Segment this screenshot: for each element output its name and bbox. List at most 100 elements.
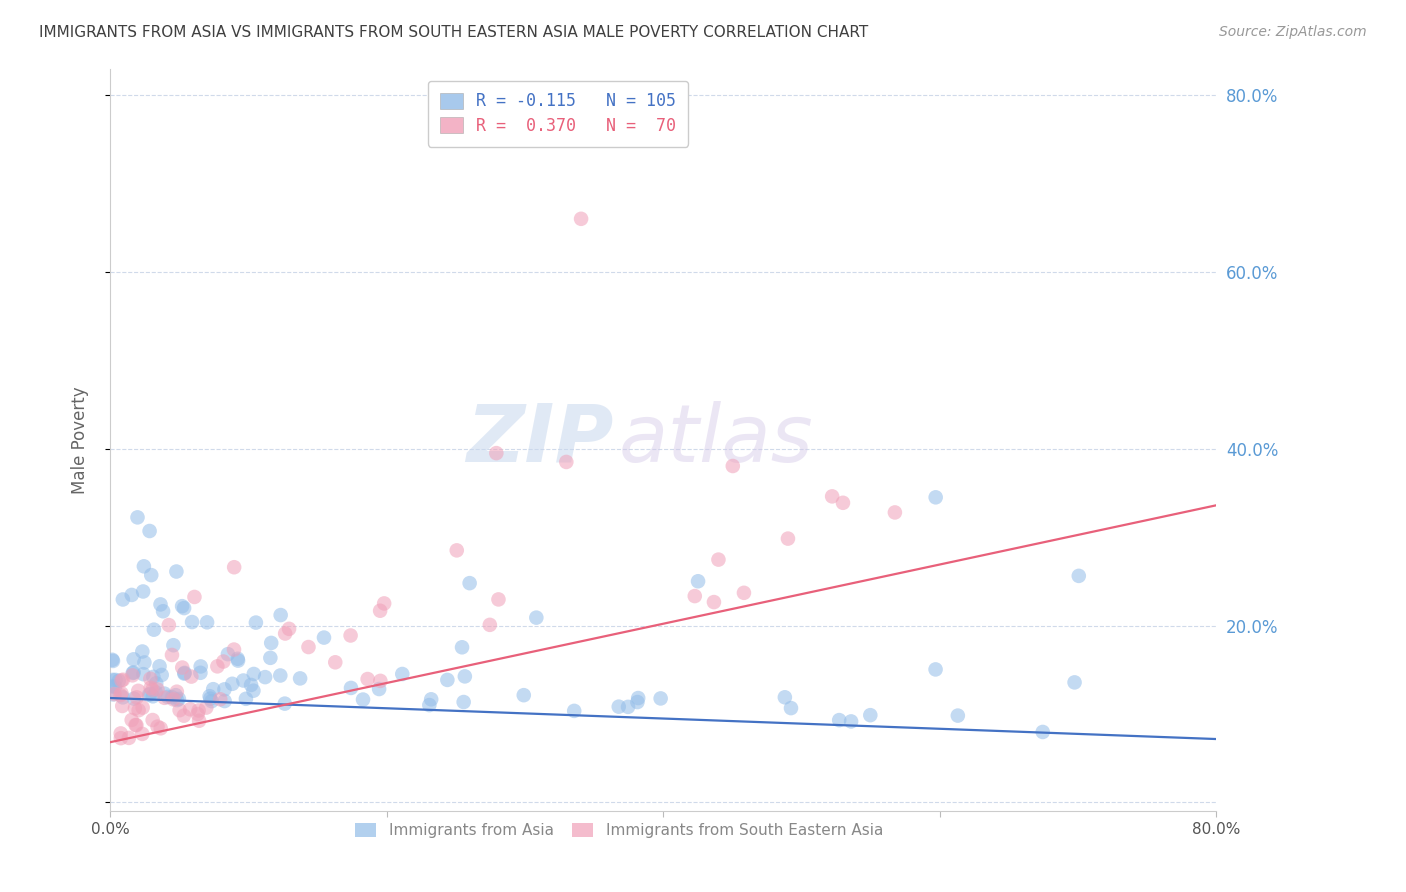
Point: [124, 701, 146, 715]
Text: Source: ZipAtlas.com: Source: ZipAtlas.com: [1219, 25, 1367, 39]
Point: [562, 704, 585, 718]
Point: [420, 692, 443, 706]
Point: [436, 673, 458, 687]
Point: [200, 691, 222, 706]
Point: [488, 592, 510, 607]
Point: [451, 640, 474, 655]
Point: [122, 652, 145, 666]
Point: [339, 628, 361, 642]
Point: [148, 659, 170, 673]
Point: [207, 659, 229, 673]
Point: [132, 559, 155, 574]
Point: [733, 586, 755, 600]
Point: [125, 718, 148, 732]
Point: [240, 678, 263, 692]
Point: [242, 683, 264, 698]
Point: [214, 694, 236, 708]
Point: [454, 669, 477, 683]
Point: [232, 673, 254, 688]
Point: [128, 703, 150, 717]
Point: [104, 680, 127, 694]
Point: [173, 601, 195, 615]
Point: [187, 706, 209, 721]
Point: [142, 690, 165, 704]
Point: [214, 682, 236, 697]
Point: [828, 713, 851, 727]
Point: [222, 642, 245, 657]
Point: [145, 676, 167, 690]
Point: [373, 596, 395, 610]
Point: [121, 665, 143, 680]
Point: [274, 697, 297, 711]
Point: [181, 615, 204, 629]
Point: [226, 654, 249, 668]
Legend: Immigrants from Asia, Immigrants from South Eastern Asia: Immigrants from Asia, Immigrants from So…: [349, 817, 889, 845]
Point: [340, 681, 363, 695]
Point: [683, 589, 706, 603]
Point: [773, 690, 796, 705]
Point: [110, 731, 132, 745]
Point: [202, 682, 225, 697]
Text: atlas: atlas: [619, 401, 814, 479]
Point: [243, 667, 266, 681]
Point: [145, 685, 167, 699]
Point: [139, 672, 162, 686]
Point: [946, 708, 969, 723]
Point: [110, 688, 132, 702]
Point: [1067, 569, 1090, 583]
Point: [103, 687, 125, 701]
Point: [617, 699, 640, 714]
Point: [524, 610, 547, 624]
Point: [101, 673, 124, 687]
Point: [139, 687, 162, 701]
Point: [146, 720, 169, 734]
Point: [721, 458, 744, 473]
Point: [165, 688, 187, 702]
Point: [190, 659, 212, 673]
Point: [162, 638, 184, 652]
Point: [187, 703, 209, 717]
Point: [1032, 725, 1054, 739]
Point: [776, 532, 799, 546]
Point: [166, 684, 188, 698]
Point: [134, 656, 156, 670]
Point: [172, 660, 194, 674]
Point: [101, 653, 124, 667]
Point: [142, 670, 165, 684]
Point: [821, 489, 844, 503]
Point: [131, 644, 153, 658]
Point: [839, 714, 862, 729]
Point: [924, 491, 946, 505]
Point: [166, 693, 188, 707]
Point: [141, 682, 163, 697]
Point: [142, 713, 165, 727]
Point: [179, 702, 201, 716]
Point: [153, 687, 176, 701]
Point: [125, 690, 148, 705]
Point: [391, 667, 413, 681]
Point: [188, 714, 211, 728]
Point: [703, 595, 725, 609]
Point: [124, 718, 146, 732]
Point: [686, 574, 709, 589]
Point: [278, 622, 301, 636]
Point: [859, 708, 882, 723]
Point: [458, 576, 481, 591]
Point: [157, 618, 180, 632]
Point: [132, 584, 155, 599]
Point: [173, 666, 195, 681]
Point: [832, 496, 855, 510]
Point: [167, 692, 190, 706]
Point: [169, 703, 191, 717]
Point: [235, 691, 257, 706]
Point: [368, 604, 391, 618]
Point: [356, 672, 378, 686]
Point: [110, 686, 132, 700]
Point: [453, 695, 475, 709]
Point: [110, 726, 132, 740]
Y-axis label: Male Poverty: Male Poverty: [72, 386, 89, 493]
Point: [121, 668, 143, 682]
Point: [121, 588, 143, 602]
Point: [195, 700, 218, 714]
Point: [127, 510, 149, 524]
